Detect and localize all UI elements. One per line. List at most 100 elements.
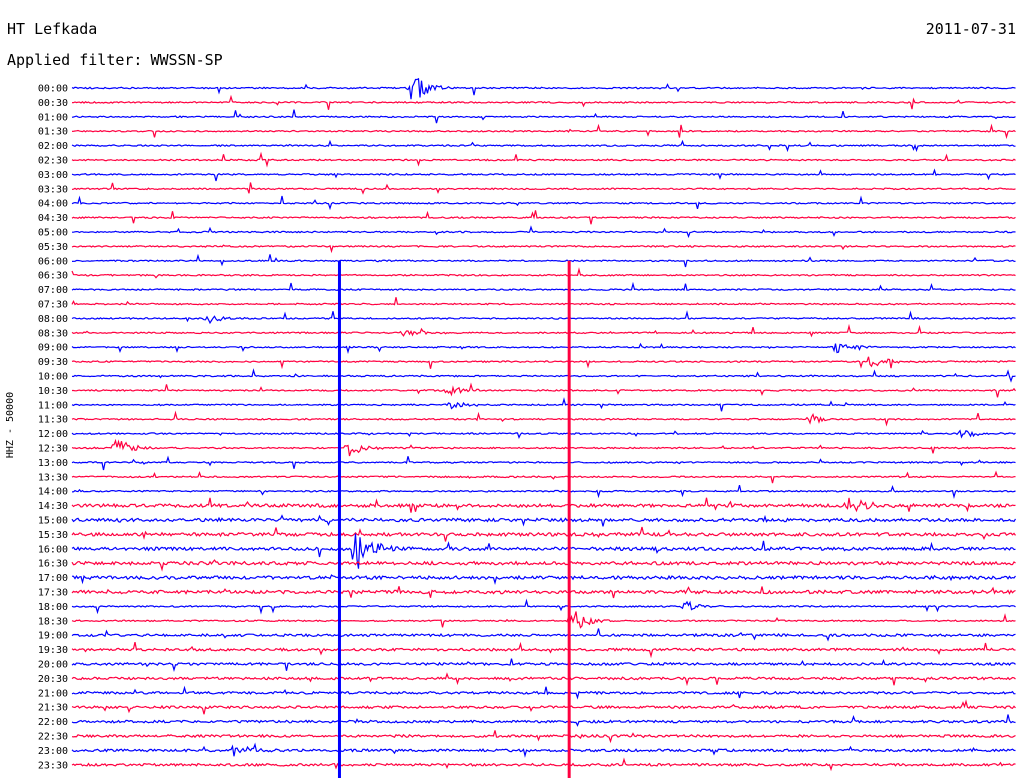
tick-label: 14:30 (38, 501, 68, 512)
tick-label: 19:30 (38, 645, 68, 656)
tick-label: 15:30 (38, 530, 68, 541)
tick-label: 13:30 (38, 472, 68, 483)
tick-label: 08:30 (38, 328, 68, 339)
trace-line (71, 526, 1016, 542)
seismic-traces (71, 77, 1017, 772)
trace-line (71, 497, 1016, 513)
trace-line (72, 382, 1016, 398)
tick-label: 09:30 (38, 357, 68, 368)
tick-label: 15:00 (38, 516, 68, 527)
trace-line (71, 397, 1016, 412)
trace-line (71, 109, 1016, 124)
trace-line (71, 139, 1016, 153)
tick-label: 01:00 (38, 112, 68, 123)
tick-label: 20:00 (38, 660, 68, 671)
trace-line (71, 484, 1016, 500)
tick-label: 18:00 (38, 602, 68, 613)
trace-line (71, 297, 1016, 306)
tick-label: 06:30 (38, 271, 68, 282)
time-tick-labels: 00:00 00:30 01:00 01:30 02:00 02:30 03:00 03:30… (38, 84, 68, 772)
tick-label: 21:30 (38, 703, 68, 714)
tick-label: 11:00 (38, 400, 68, 411)
tick-label: 16:30 (38, 559, 68, 570)
trace-line (71, 470, 1016, 484)
tick-label: 20:30 (38, 674, 68, 685)
trace-line (71, 586, 1016, 599)
trace-line (71, 685, 1016, 700)
tick-label: 05:30 (38, 242, 68, 253)
tick-label: 17:30 (38, 588, 68, 599)
trace-line (71, 410, 1016, 427)
tick-label: 22:30 (38, 732, 68, 743)
tick-label: 11:30 (38, 415, 68, 426)
trace-line (71, 356, 1016, 370)
trace-line (71, 182, 1016, 195)
clipped-event-lines (337, 260, 571, 778)
trace-line (71, 533, 1016, 569)
tick-label: 12:00 (38, 429, 68, 440)
trace-line (71, 757, 1016, 772)
trace-line (71, 244, 1016, 254)
tick-label: 13:00 (38, 458, 68, 469)
filter-label: Applied filter: (7, 51, 143, 69)
tick-label: 08:00 (38, 314, 68, 325)
trace-line (71, 628, 1016, 642)
tick-label: 23:00 (38, 746, 68, 757)
trace-line (71, 94, 1016, 110)
trace-line (71, 699, 1016, 715)
trace-line (71, 310, 1016, 325)
trace-line (71, 368, 1016, 383)
tick-label: 09:00 (38, 343, 68, 354)
trace-line (71, 672, 1016, 687)
filter-value: WWSSN-SP (150, 51, 223, 69)
tick-label: 19:00 (38, 631, 68, 642)
trace-line (71, 730, 1016, 744)
tick-label: 07:30 (38, 300, 68, 311)
tick-label: 03:30 (38, 184, 68, 195)
trace-line (71, 559, 1016, 572)
tick-label: 10:30 (38, 386, 68, 397)
tick-label: 05:00 (38, 228, 68, 239)
tick-label: 14:00 (38, 487, 68, 498)
tick-label: 22:00 (38, 717, 68, 728)
trace-line (71, 429, 1016, 440)
tick-label: 06:00 (38, 256, 68, 267)
tick-label: 07:00 (38, 285, 68, 296)
record-date: 2011-07-31 (925, 20, 1016, 38)
tick-label: 01:30 (38, 127, 68, 138)
trace-line (71, 641, 1016, 659)
trace-line (71, 253, 1016, 268)
trace-line (71, 195, 1016, 211)
station-name: HT Lefkada (7, 20, 98, 38)
trace-line (71, 714, 1016, 727)
trace-line (71, 658, 1016, 672)
tick-label: 02:00 (38, 141, 68, 152)
tick-label: 21:00 (38, 688, 68, 699)
tick-label: 17:00 (38, 573, 68, 584)
trace-line (71, 77, 1016, 100)
tick-label: 00:30 (38, 98, 68, 109)
filter-line: Applied filter: WWSSN-SP (7, 51, 223, 69)
trace-line (71, 438, 1016, 457)
trace-line (71, 210, 1016, 225)
trace-line (71, 598, 1016, 615)
trace-line (71, 168, 1016, 182)
trace-line (71, 611, 1016, 629)
trace-line (71, 323, 1016, 338)
tick-label: 16:00 (38, 544, 68, 555)
trace-line (72, 225, 1016, 239)
tick-label: 12:30 (38, 444, 68, 455)
trace-line (71, 455, 1016, 471)
tick-label: 03:00 (38, 170, 68, 181)
trace-line (71, 123, 1016, 140)
trace-line (71, 281, 1016, 292)
trace-line (71, 342, 1016, 354)
tick-label: 23:30 (38, 760, 68, 771)
trace-line (71, 574, 1016, 586)
tick-label: 04:30 (38, 213, 68, 224)
tick-label: 10:00 (38, 372, 68, 383)
tick-label: 00:00 (38, 84, 68, 95)
trace-line (71, 267, 1016, 279)
tick-label: 02:30 (38, 156, 68, 167)
